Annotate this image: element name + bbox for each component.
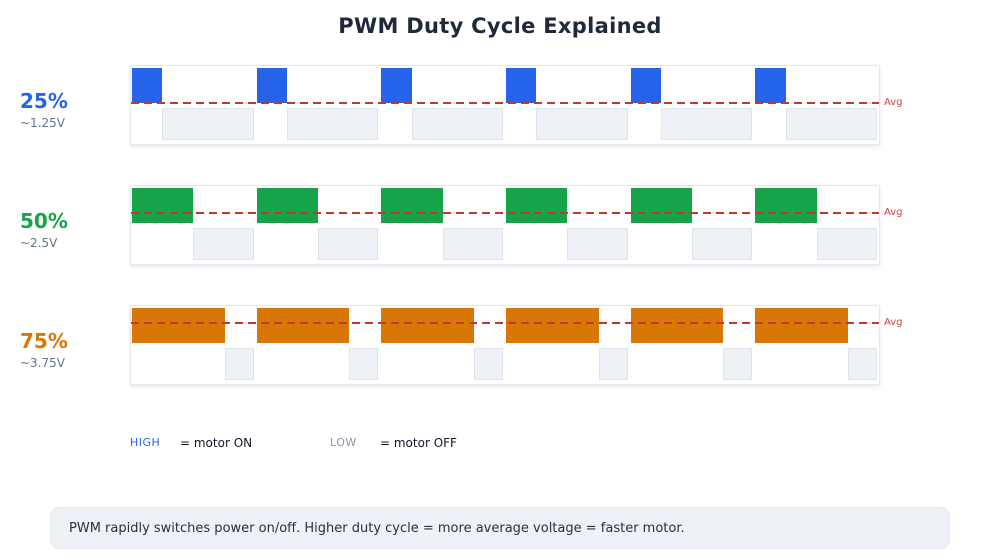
avg-voltage-line [131,102,879,104]
pwm-period [380,306,505,384]
high-pulse [381,188,443,223]
waveform-periods [131,306,879,384]
duty-percent-label: 25% [20,89,68,113]
high-pulse [256,188,318,223]
high-pulse [630,68,661,103]
legend: HIGH = motor ON LOW = motor OFF [0,436,1000,452]
low-block [318,228,379,260]
avg-voltage-line [131,212,879,214]
pwm-period [505,186,630,264]
high-pulse [132,188,194,223]
high-pulse [506,188,568,223]
waveform-panel-50 [130,185,880,265]
legend-low-label: LOW [330,436,357,449]
pwm-period [131,186,256,264]
low-block [723,348,753,380]
high-pulse [506,68,537,103]
high-pulse [381,68,412,103]
pwm-period [630,66,755,144]
high-pulse [630,188,693,223]
avg-line-label: Avg [884,317,903,328]
pwm-period [380,186,505,264]
avg-voltage-label: ~1.25V [20,116,65,130]
low-block [224,348,254,380]
low-block [598,348,628,380]
low-block [193,228,254,260]
duty-percent-label: 75% [20,329,68,353]
avg-voltage-label: ~3.75V [20,356,65,370]
low-block [442,228,504,260]
low-block [536,108,628,140]
page-title: PWM Duty Cycle Explained [338,14,662,38]
high-pulse [755,68,786,103]
waveform-panel-75 [130,305,880,385]
legend-high-desc: = motor ON [180,436,253,450]
pwm-period [256,66,381,144]
avg-line-label: Avg [884,207,903,218]
pwm-period [380,66,505,144]
pwm-period [131,306,256,384]
explanation-note-text: PWM rapidly switches power on/off. Highe… [69,520,685,536]
high-pulse [256,308,350,343]
low-block [286,108,379,140]
row-label-50: 50% ~2.5V [20,211,68,250]
low-block [816,228,878,260]
pwm-row-25: 25% ~1.25V Avg [0,65,1000,145]
pwm-period [131,66,256,144]
low-block [162,108,254,140]
pwm-period [754,66,879,144]
low-block [567,228,628,260]
avg-voltage-line [131,322,879,324]
legend-low-desc: = motor OFF [380,436,457,450]
high-pulse [630,308,724,343]
avg-line-label: Avg [884,97,903,108]
pwm-period [256,306,381,384]
explanation-note: PWM rapidly switches power on/off. Highe… [50,507,950,549]
high-pulse [506,308,599,343]
legend-high-label: HIGH [130,436,161,449]
low-block [473,348,504,380]
low-block [411,108,504,140]
pwm-row-75: 75% ~3.75V Avg [0,305,1000,385]
pwm-period [630,186,755,264]
high-pulse [381,308,474,343]
low-block [692,228,753,260]
pwm-period [505,306,630,384]
pwm-period [754,186,879,264]
low-block [349,348,379,380]
high-pulse [755,308,848,343]
waveform-periods [131,186,879,264]
low-block [660,108,753,140]
waveform-panel-25 [130,65,880,145]
waveform-periods [131,66,879,144]
high-pulse [132,308,225,343]
high-pulse [132,68,163,103]
duty-percent-label: 50% [20,209,68,233]
row-label-25: 25% ~1.25V [20,91,68,130]
pwm-period [256,186,381,264]
pwm-row-50: 50% ~2.5V Avg [0,185,1000,265]
low-block [785,108,878,140]
high-pulse [755,188,817,223]
row-label-75: 75% ~3.75V [20,331,68,370]
pwm-period [505,66,630,144]
high-pulse [256,68,287,103]
avg-voltage-label: ~2.5V [20,236,58,250]
pwm-period [630,306,755,384]
pwm-period [754,306,879,384]
low-block [847,348,878,380]
